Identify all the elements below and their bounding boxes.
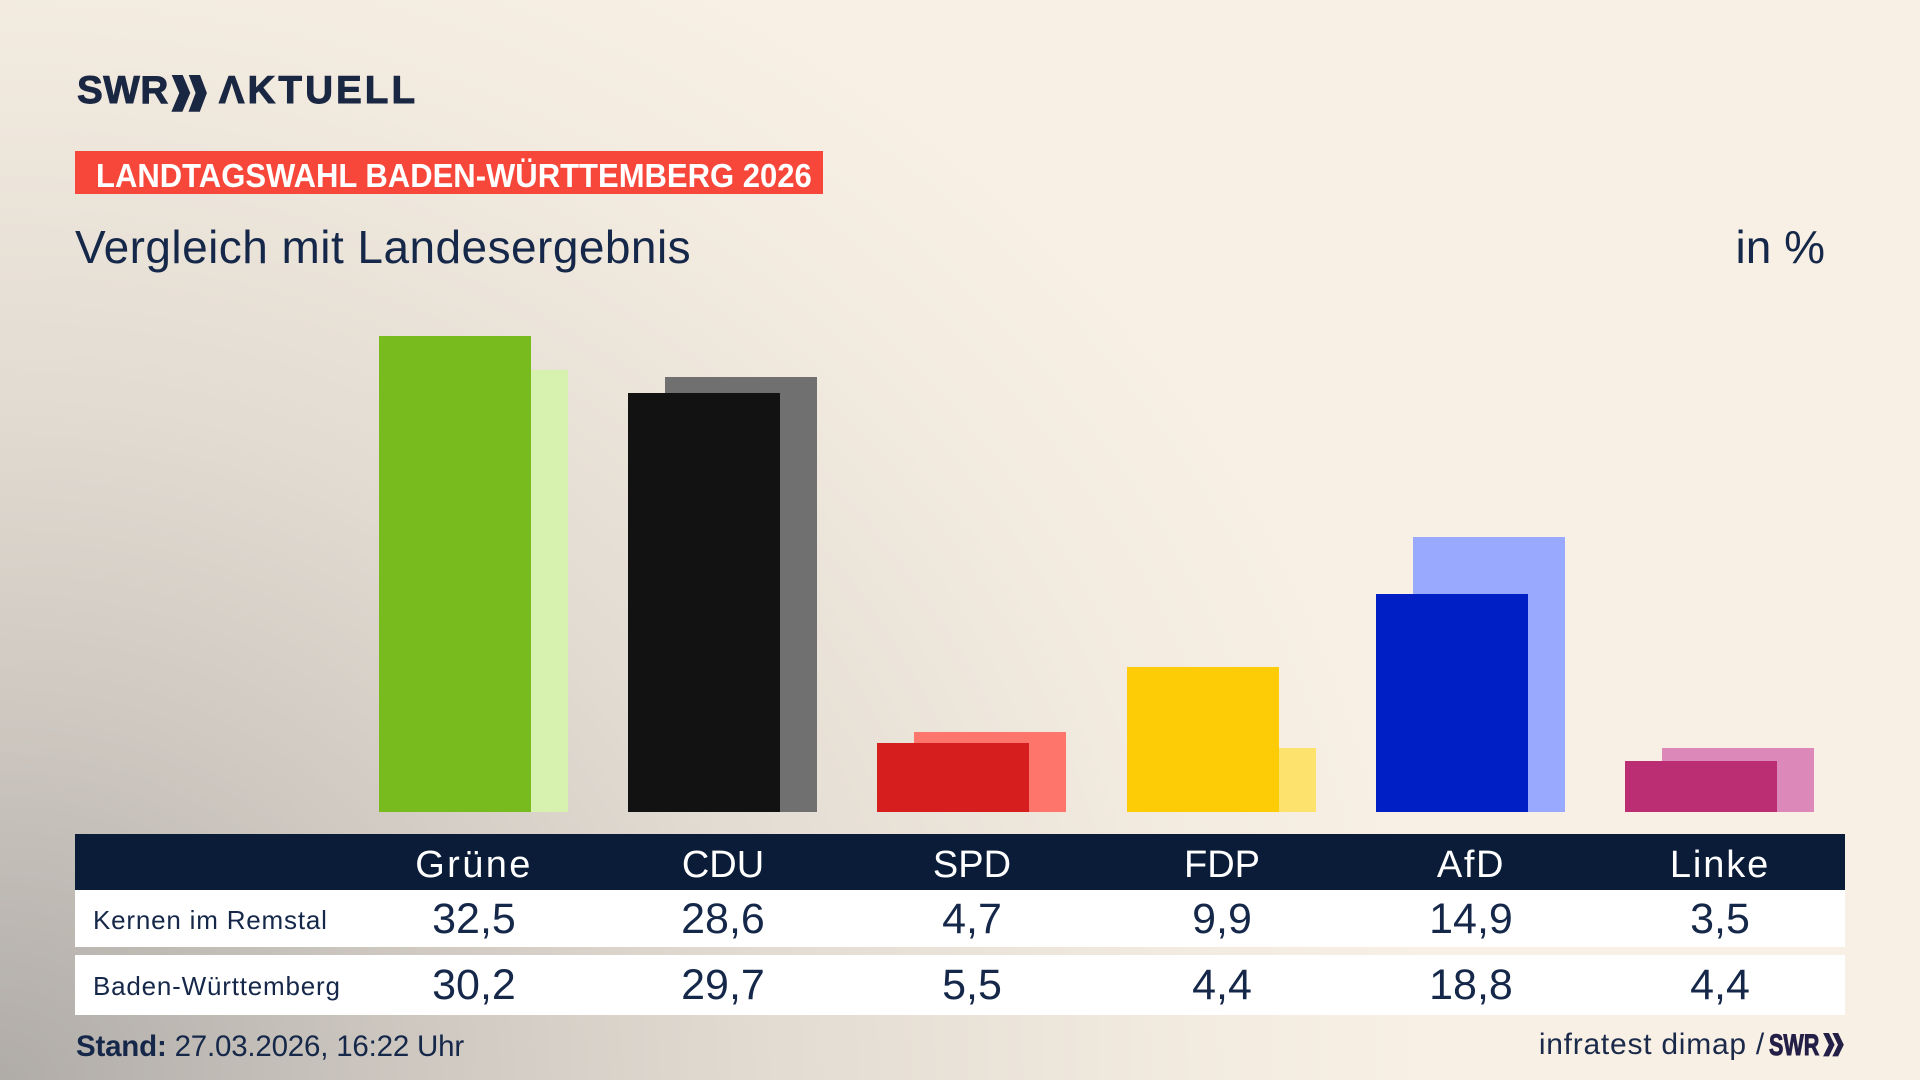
svg-text:SWR: SWR <box>1769 1033 1819 1058</box>
svg-text:SWR: SWR <box>77 75 169 112</box>
svg-text:ΛKTUELL: ΛKTUELL <box>219 75 418 112</box>
